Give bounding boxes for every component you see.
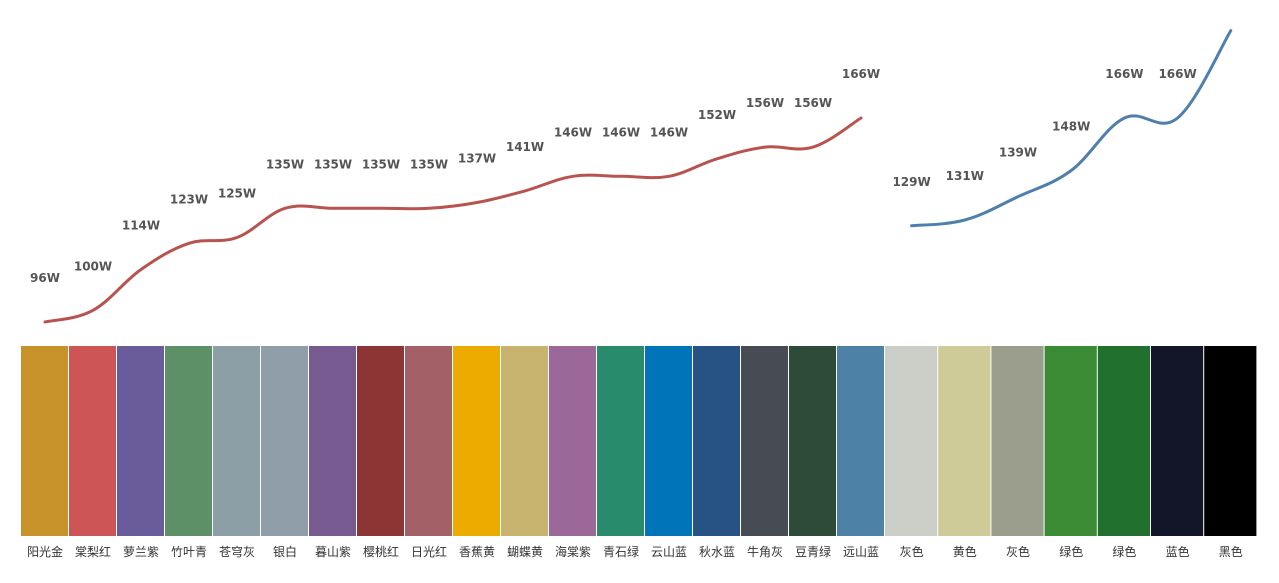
category-label: 绿色 [1112, 544, 1136, 559]
data-label: 139W [999, 146, 1037, 160]
data-label: 135W [314, 157, 352, 171]
data-label: 156W [746, 96, 784, 110]
color-swatch [117, 346, 164, 536]
category-label: 灰色 [900, 545, 924, 559]
color-swatch [357, 346, 404, 536]
category-label: 暮山紫 [315, 545, 351, 559]
data-label: 166W [842, 67, 880, 81]
category-label: 银白 [273, 544, 297, 559]
series-lines [43, 29, 1233, 324]
color-swatch [213, 346, 260, 536]
category-label: 香蕉黄 [459, 545, 495, 559]
category-label: 樱桃红 [363, 544, 399, 559]
category-label: 蓝色 [1166, 545, 1190, 559]
category-label: 黑色 [1219, 545, 1243, 559]
category-label: 竹叶青 [171, 545, 207, 559]
color-swatch [789, 346, 836, 536]
color-swatch [549, 346, 596, 536]
value-labels: 96W 100W 114W 123W 125W 135W 135W 135W 135W 137W 1… [30, 67, 1197, 285]
category-label: 豆青绿 [795, 544, 831, 559]
data-label: 100W [74, 259, 112, 273]
category-label: 海棠紫 [555, 544, 591, 559]
color-swatch [21, 346, 68, 536]
category-label: 阳光金 [27, 544, 63, 559]
data-label: 135W [266, 157, 304, 171]
data-label: 152W [698, 108, 736, 122]
data-label: 166W [1105, 67, 1143, 81]
color-swatch [1097, 346, 1150, 536]
color-swatch [1151, 346, 1204, 536]
data-label: 166W [1158, 67, 1196, 81]
data-label: 129W [892, 175, 930, 189]
category-labels: 阳光金 棠梨红 萝兰紫 竹叶青 苍穹灰 银白 暮山紫 樱桃红 日光红 香蕉黄 蝴蝶黄 海棠紫 青石绿 云山… [27, 544, 1243, 559]
color-swatch [693, 346, 740, 536]
data-label: 141W [506, 140, 544, 154]
color-swatch [597, 346, 644, 536]
data-label: 131W [946, 169, 984, 183]
color-swatch [405, 346, 452, 536]
data-label: 146W [554, 125, 592, 139]
color-swatch [501, 346, 548, 536]
category-label: 绿色 [1059, 544, 1083, 559]
color-swatch [645, 346, 692, 536]
color-swatch [261, 346, 308, 536]
color-swatch [165, 346, 212, 536]
data-label: 146W [602, 125, 640, 139]
data-label: 114W [122, 219, 160, 233]
color-swatch [938, 346, 991, 536]
data-label: 135W [410, 157, 448, 171]
color-swatch [837, 346, 884, 536]
color-swatch [741, 346, 788, 536]
data-label: 137W [458, 152, 496, 166]
color-swatch [69, 346, 116, 536]
category-label: 棠梨红 [75, 544, 111, 559]
data-label: 146W [650, 125, 688, 139]
category-label: 远山蓝 [843, 545, 879, 559]
category-label: 萝兰紫 [123, 545, 159, 559]
color-swatch [885, 346, 938, 536]
series-line-1 [43, 116, 863, 324]
category-label: 黄色 [953, 545, 977, 559]
data-label: 135W [362, 157, 400, 171]
category-label: 青石绿 [603, 544, 639, 559]
color-swatch [991, 346, 1044, 536]
data-label: 96W [30, 271, 60, 285]
data-label: 156W [794, 96, 832, 110]
color-swatch [309, 346, 356, 536]
data-label: 125W [218, 186, 256, 200]
series-line-2 [910, 29, 1233, 228]
data-label: 148W [1052, 119, 1090, 133]
color-swatch [453, 346, 500, 536]
data-label: 123W [170, 192, 208, 206]
category-label: 秋水蓝 [699, 545, 735, 559]
color-swatch [1204, 346, 1257, 536]
color-swatches [21, 346, 1257, 536]
category-label: 苍穹灰 [219, 544, 255, 559]
category-label: 日光红 [411, 544, 447, 559]
color-swatch [1044, 346, 1097, 536]
category-label: 牛角灰 [747, 544, 783, 559]
category-label: 云山蓝 [651, 545, 687, 559]
category-label: 灰色 [1006, 545, 1030, 559]
category-label: 蝴蝶黄 [507, 544, 543, 559]
